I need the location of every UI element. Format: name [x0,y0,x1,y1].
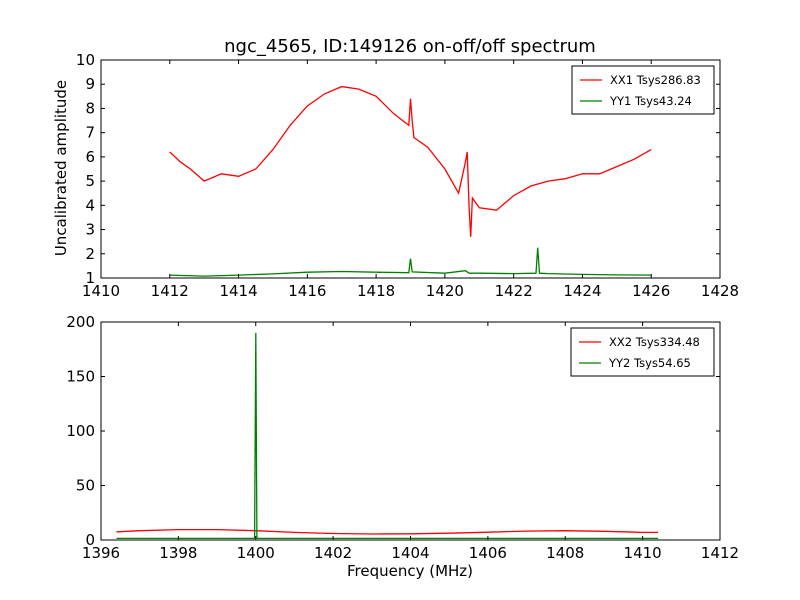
x-tick-label: 1420 [426,282,464,300]
y-tick-label: 2 [85,245,95,263]
y-tick-label: 50 [76,477,95,495]
x-tick-label: 1402 [314,544,352,562]
y-tick-label: 100 [66,422,95,440]
y-tick-label: 6 [85,148,95,166]
x-axis-label: Frequency (MHz) [347,562,473,580]
x-tick-label: 1412 [151,282,189,300]
x-tick-label: 1410 [624,544,662,562]
x-tick-label: 1400 [237,544,275,562]
y-tick-label: 3 [85,221,95,239]
x-tick-label: 1424 [563,282,601,300]
legend-label: XX1 Tsys286.83 [610,73,701,87]
y-tick-label: 0 [85,531,95,549]
x-tick-label: 1398 [159,544,197,562]
legend-label: YY1 Tsys43.24 [609,94,692,108]
y-tick-label: 8 [85,99,95,117]
legend-label: XX2 Tsys334.48 [609,335,700,349]
y-tick-label: 150 [66,368,95,386]
x-tick-label: 1422 [495,282,533,300]
x-tick-label: 1408 [546,544,584,562]
y-tick-label: 4 [85,196,95,214]
y-tick-label: 1 [85,269,95,287]
x-tick-label: 1412 [701,544,739,562]
figure: ngc_4565, ID:149126 on-off/off spectrum … [0,0,800,600]
x-tick-label: 1426 [632,282,670,300]
x-tick-label: 1416 [288,282,326,300]
x-tick-label: 1406 [469,544,507,562]
legend: XX2 Tsys334.48 YY2 Tsys54.65 [571,328,714,376]
y-tick-label: 5 [85,172,95,190]
x-tick-label: 1414 [219,282,257,300]
legend: XX1 Tsys286.83 YY1 Tsys43.24 [572,66,714,114]
chart-title: ngc_4565, ID:149126 on-off/off spectrum [224,36,596,57]
y-axis-label: Uncalibrated amplitude [52,80,70,256]
y-tick-label: 7 [85,124,95,142]
legend-label: YY2 Tsys54.65 [608,356,691,370]
y-tick-label: 10 [76,51,95,69]
x-tick-label: 1404 [391,544,429,562]
y-tick-label: 9 [85,75,95,93]
x-tick-label: 1428 [701,282,739,300]
x-tick-label: 1418 [357,282,395,300]
y-tick-label: 200 [66,313,95,331]
